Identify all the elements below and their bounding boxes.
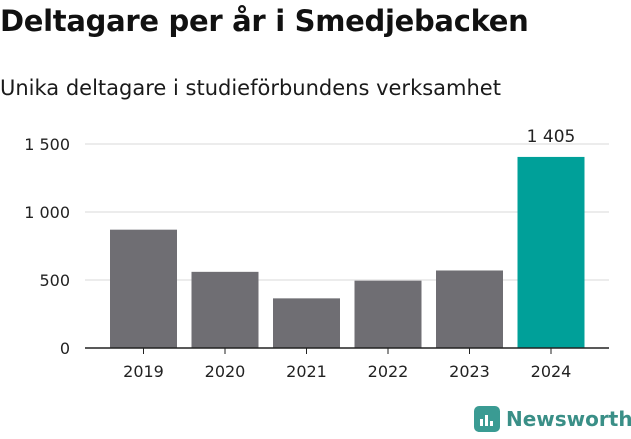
x-tick-label: 2022 <box>368 362 409 381</box>
bar-2020 <box>191 271 259 348</box>
chart-title: Deltagare per år i Smedjebacken <box>0 4 529 38</box>
bar-2023 <box>436 270 503 348</box>
data-label: 1 405 <box>527 127 576 147</box>
bar-2021 <box>273 298 340 348</box>
newsworthy-logo: Newsworthy <box>474 406 631 432</box>
y-tick-label: 1 000 <box>24 203 70 222</box>
y-tick-label: 1 500 <box>24 135 70 154</box>
x-tick-label: 2019 <box>123 362 164 381</box>
x-tick-label: 2020 <box>205 362 246 381</box>
newsworthy-chart-icon <box>474 406 500 432</box>
brand-name: Newsworthy <box>506 407 631 431</box>
x-tick-label: 2023 <box>449 362 490 381</box>
x-tick-label: 2021 <box>286 362 327 381</box>
bar-2022 <box>354 280 422 348</box>
y-tick-label: 500 <box>39 271 70 290</box>
y-tick-label: 0 <box>60 339 70 358</box>
chart-subtitle: Unika deltagare i studieförbundens verks… <box>0 76 501 100</box>
x-tick-label: 2024 <box>531 362 572 381</box>
bar-2024 <box>517 156 585 348</box>
bar-2019 <box>110 229 177 348</box>
